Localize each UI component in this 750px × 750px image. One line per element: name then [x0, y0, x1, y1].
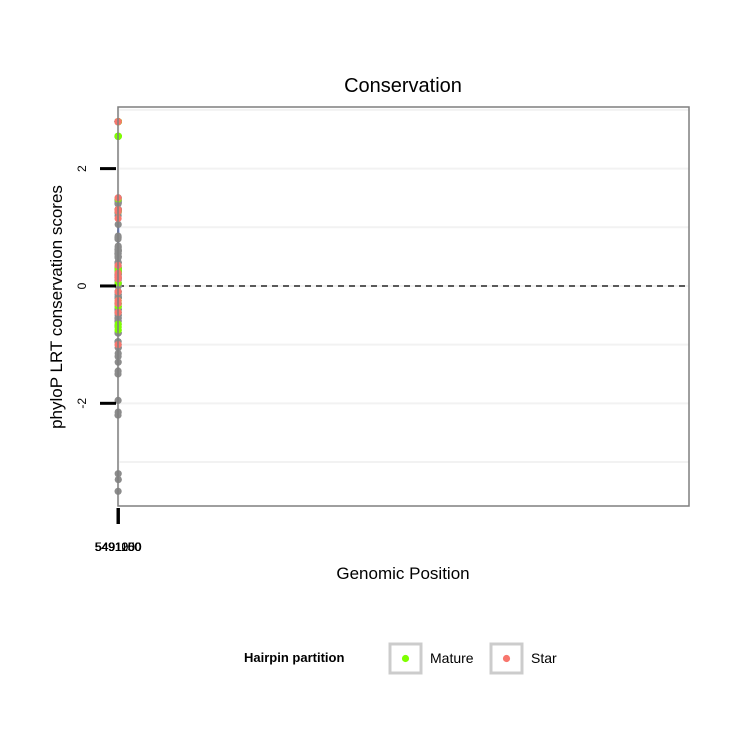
legend-entry-mature: Mature — [388, 642, 474, 675]
legend-entry-star: Star — [489, 642, 557, 675]
y-tick-label: -2 — [75, 398, 89, 409]
plot-panel — [118, 107, 689, 506]
legend-label-mature: Mature — [430, 650, 474, 666]
legend-label-star: Star — [531, 650, 557, 666]
chart-title: Conservation — [344, 75, 462, 97]
y-axis-title: phyloP LRT conservation scores — [47, 185, 66, 429]
x-tick-label: 5491100 — [95, 540, 141, 554]
legend: Hairpin partition Mature Star — [244, 642, 557, 675]
legend-key-mature — [388, 642, 423, 675]
x-axis-title: Genomic Position — [336, 564, 469, 583]
y-tick-label: 2 — [75, 165, 89, 172]
y-tick-label: 0 — [75, 282, 89, 289]
x-tick-label: 5491000 — [95, 540, 142, 554]
x-tick-label: 5491150 — [95, 540, 141, 554]
legend-marker-mature — [401, 654, 410, 663]
y-axis: -2 0 2 — [75, 165, 116, 409]
legend-marker-star — [502, 654, 511, 663]
x-tick-label: 5491050 — [95, 540, 142, 554]
panel-border — [117, 106, 690, 507]
x-tick-label: 5491200 — [95, 540, 142, 554]
legend-title: Hairpin partition — [244, 650, 344, 665]
